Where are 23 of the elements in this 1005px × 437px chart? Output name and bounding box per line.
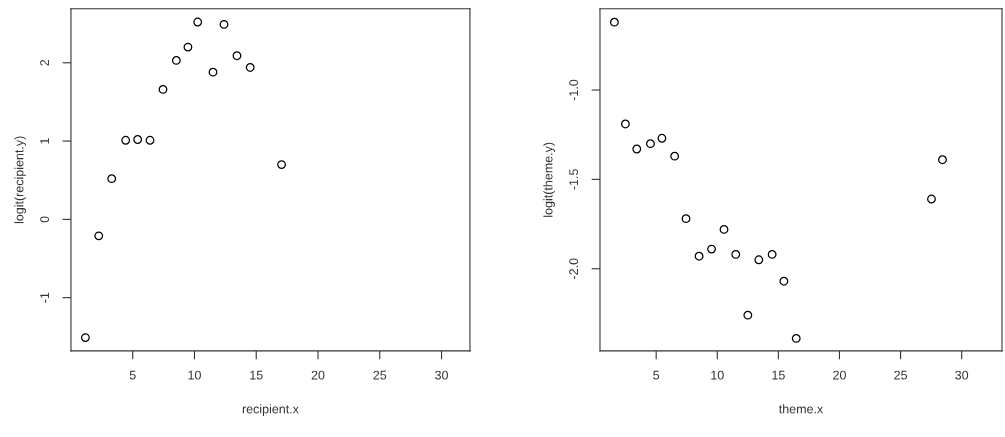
x-tick-label: 30 bbox=[435, 370, 448, 380]
y-tick-label: 0 bbox=[40, 216, 50, 223]
x-axis-title: theme.x bbox=[778, 404, 824, 414]
x-tick-label: 20 bbox=[311, 370, 325, 380]
x-tick-label: 5 bbox=[129, 370, 136, 380]
y-tick-label: -2.0 bbox=[569, 258, 579, 279]
y-tick-label: -1.5 bbox=[569, 169, 579, 190]
x-tick-label: 25 bbox=[894, 370, 907, 380]
y-axis-title: logit(recipient.y) bbox=[14, 136, 26, 224]
x-tick-label: 15 bbox=[772, 370, 785, 380]
x-tick-label: 30 bbox=[955, 370, 969, 380]
x-tick-label: 10 bbox=[188, 370, 201, 380]
x-tick-label: 10 bbox=[711, 370, 724, 380]
y-tick-label: -1.0 bbox=[569, 79, 579, 101]
y-axis-title: logit(theme.y) bbox=[543, 142, 555, 217]
x-tick-label: 20 bbox=[833, 370, 846, 380]
y-tick-label: -1 bbox=[40, 292, 49, 303]
y-tick-label: 1 bbox=[40, 138, 49, 144]
y-tick-label: 2 bbox=[40, 59, 49, 66]
x-tick-label: 25 bbox=[373, 370, 387, 380]
x-tick-label: 15 bbox=[250, 370, 263, 380]
x-tick-label: 5 bbox=[653, 370, 660, 380]
x-axis-title: recipient.x bbox=[242, 404, 299, 416]
